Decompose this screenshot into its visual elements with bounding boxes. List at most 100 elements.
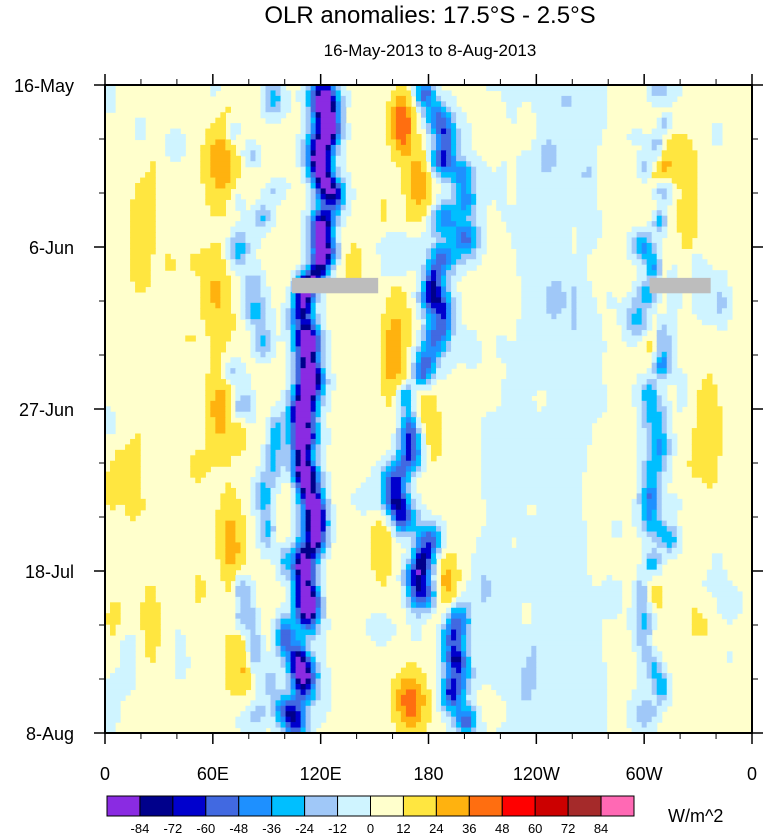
field-cell xyxy=(461,128,472,135)
field-cell xyxy=(546,400,608,407)
field-cell xyxy=(250,656,262,663)
field-cell xyxy=(671,438,678,445)
field-cell xyxy=(451,155,457,162)
field-cell xyxy=(315,700,332,707)
field-cell xyxy=(711,591,743,598)
field-cell xyxy=(210,85,221,92)
field-cell xyxy=(235,204,247,211)
field-cell xyxy=(641,487,648,495)
field-cell xyxy=(400,395,412,402)
field-cell xyxy=(225,389,231,396)
field-cell xyxy=(456,308,462,315)
field-cell xyxy=(696,417,723,424)
field-cell xyxy=(651,683,658,691)
field-cell xyxy=(320,553,327,560)
field-cell xyxy=(300,161,307,168)
field-cell xyxy=(405,607,412,614)
field-cell xyxy=(205,373,221,380)
field-cell xyxy=(290,591,297,598)
field-cell xyxy=(441,536,447,544)
field-cell xyxy=(135,193,156,200)
field-cell xyxy=(410,455,417,462)
field-cell xyxy=(315,161,327,168)
field-cell xyxy=(245,634,252,642)
field-cell xyxy=(661,471,673,478)
field-cell xyxy=(461,150,477,157)
field-cell xyxy=(260,504,267,511)
field-cell xyxy=(250,406,257,413)
field-cell xyxy=(646,520,663,527)
field-cell xyxy=(340,199,347,206)
field-cell xyxy=(380,487,387,495)
field-cell xyxy=(225,536,236,544)
field-cell xyxy=(536,112,608,119)
field-cell xyxy=(636,629,653,636)
field-cell xyxy=(260,656,282,663)
field-cell xyxy=(400,455,407,462)
field-cell xyxy=(661,673,668,680)
missing-data-layer xyxy=(291,277,711,294)
field-cell xyxy=(466,580,482,587)
field-cell xyxy=(315,166,327,173)
field-cell xyxy=(295,705,302,712)
field-cell xyxy=(666,368,673,375)
field-cell xyxy=(456,128,462,135)
field-cell xyxy=(315,493,322,500)
field-cell xyxy=(335,172,342,179)
field-cell xyxy=(290,580,297,587)
field-cell xyxy=(225,520,236,527)
field-cell xyxy=(105,85,116,92)
field-cell xyxy=(471,221,477,228)
field-cell xyxy=(425,226,432,233)
field-cell xyxy=(275,722,282,729)
field-cell xyxy=(441,183,452,190)
field-cell xyxy=(496,199,507,206)
field-cell xyxy=(320,90,332,97)
field-cell xyxy=(285,591,292,598)
field-cell xyxy=(415,542,422,549)
field-cell xyxy=(405,422,412,429)
field-cell xyxy=(295,384,302,391)
field-cell xyxy=(315,591,322,598)
field-cell xyxy=(536,667,608,674)
field-cell xyxy=(451,123,457,130)
field-cell xyxy=(330,95,337,102)
field-cell xyxy=(400,324,412,331)
field-cell xyxy=(220,281,231,288)
field-cell xyxy=(320,351,327,358)
field-cell xyxy=(395,411,402,418)
field-cell xyxy=(436,683,442,691)
field-cell xyxy=(390,291,407,298)
field-cell xyxy=(516,259,588,266)
colorbar-swatch xyxy=(139,795,174,817)
field-cell xyxy=(446,117,452,124)
field-cell xyxy=(310,509,322,516)
field-cell xyxy=(400,493,407,500)
field-cell xyxy=(105,422,116,429)
field-cell xyxy=(496,346,608,353)
field-cell xyxy=(290,509,297,516)
field-cell xyxy=(431,379,437,386)
field-cell xyxy=(330,242,337,249)
field-cell xyxy=(420,286,427,293)
field-cell xyxy=(415,281,422,288)
field-cell xyxy=(295,466,312,473)
field-cell xyxy=(300,504,307,511)
field-cell xyxy=(506,221,603,228)
field-cell xyxy=(225,248,231,255)
field-cell xyxy=(431,542,437,549)
field-cell xyxy=(370,536,392,544)
field-cell xyxy=(405,101,412,108)
field-cell xyxy=(320,618,332,625)
field-cell xyxy=(576,291,593,298)
field-cell xyxy=(295,716,302,723)
field-cell xyxy=(420,683,427,691)
field-cell xyxy=(245,155,252,162)
field-cell xyxy=(245,640,252,647)
field-cell xyxy=(461,134,472,141)
field-cell xyxy=(636,575,653,582)
field-cell xyxy=(260,547,282,554)
field-cell xyxy=(360,509,367,516)
field-cell xyxy=(641,536,653,544)
field-cell xyxy=(135,183,156,190)
